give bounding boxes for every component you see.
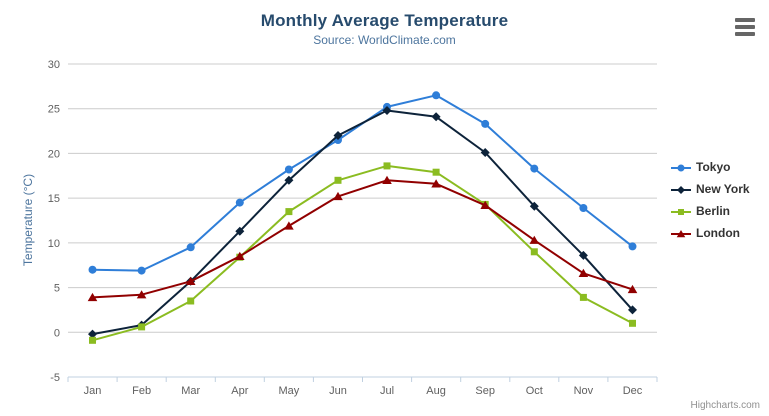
data-point-marker[interactable] [89,336,96,344]
legend-label: London [696,226,740,240]
data-point-marker[interactable] [88,265,97,274]
legend-label: Tokyo [696,160,731,174]
x-tick-label: Jan [84,385,102,397]
data-point-marker[interactable] [530,164,539,173]
series-london[interactable] [87,175,638,302]
data-point-marker[interactable] [87,292,98,302]
data-point-marker[interactable] [333,191,343,201]
series-line-new-york [91,109,634,336]
legend: Tokyo New York Berlin London [671,159,750,242]
y-tick-label: 10 [48,238,60,250]
data-point-marker[interactable] [481,119,490,128]
data-point-marker[interactable] [432,168,440,176]
data-point-marker[interactable] [88,329,97,339]
legend-label: New York [696,182,750,196]
x-tick-label: Feb [132,385,151,397]
data-point-marker[interactable] [187,297,195,305]
data-point-marker[interactable] [677,164,685,171]
x-tick-label: May [279,385,300,397]
data-point-marker[interactable] [677,185,685,194]
data-point-marker[interactable] [382,106,392,115]
legend-item-berlin[interactable]: Berlin [671,203,750,220]
data-point-marker[interactable] [185,276,196,285]
x-tick-label: Jun [329,385,347,397]
y-tick-label: 25 [48,104,60,116]
data-point-marker[interactable] [628,305,637,315]
data-point-marker[interactable] [529,235,540,244]
legend-item-new-york[interactable]: New York [671,181,750,198]
hamburger-menu-icon [735,32,755,36]
data-point-marker[interactable] [334,176,342,184]
data-point-marker[interactable] [480,148,490,157]
data-point-marker[interactable] [676,229,686,237]
data-point-marker[interactable] [186,243,195,252]
y-tick-label: 5 [54,283,60,295]
data-point-marker[interactable] [432,91,441,100]
x-tick-label: Mar [181,385,200,397]
data-point-marker[interactable] [627,284,638,294]
credits-link[interactable]: Highcharts.com [690,400,760,411]
data-point-marker[interactable] [284,165,293,174]
data-point-marker[interactable] [678,208,684,215]
data-point-marker[interactable] [137,266,146,275]
y-tick-label: -5 [50,372,60,384]
data-point-marker[interactable] [431,179,441,188]
legend-marker-square-icon [671,208,691,215]
x-tick-label: Dec [623,385,643,397]
legend-item-tokyo[interactable]: Tokyo [671,159,750,176]
data-point-marker[interactable] [431,112,441,122]
y-tick-label: 15 [48,193,60,205]
chart-subtitle: Source: WorldClimate.com [313,33,456,47]
data-point-marker[interactable] [284,175,294,185]
data-point-marker[interactable] [578,250,588,260]
data-point-marker[interactable] [235,226,245,236]
series-new-york[interactable] [88,106,637,339]
data-point-marker[interactable] [530,248,538,256]
data-point-marker[interactable] [628,242,637,251]
data-point-marker[interactable] [235,198,244,207]
data-point-marker[interactable] [629,319,636,327]
series-line-tokyo [91,94,634,272]
data-point-marker[interactable] [480,200,490,209]
legend-marker-diamond-icon [671,185,691,194]
y-tick-label: 30 [48,59,60,71]
data-point-marker[interactable] [235,251,245,260]
x-tick-label: Sep [475,385,495,397]
x-tick-label: Oct [526,385,543,397]
x-tick-label: Aug [426,385,446,397]
series-line-berlin [91,164,634,342]
data-point-marker[interactable] [579,204,588,212]
x-tick-label: Jul [380,385,394,397]
data-point-marker[interactable] [382,175,392,184]
hamburger-menu-icon [735,25,755,29]
legend-label: Berlin [696,204,731,218]
data-point-marker[interactable] [136,290,147,299]
legend-marker-triangle-icon [671,229,691,237]
data-point-marker[interactable] [529,201,539,211]
data-point-marker[interactable] [285,208,293,216]
x-tick-label: Nov [574,385,594,397]
x-tick-label: Apr [231,385,248,397]
data-point-marker[interactable] [138,323,146,331]
export-menu-button[interactable] [735,18,755,36]
data-point-marker[interactable] [383,162,391,170]
series-line-london [91,179,634,299]
data-point-marker[interactable] [578,268,589,277]
hamburger-menu-icon [735,18,755,22]
chart-title: Monthly Average Temperature [260,11,509,30]
y-axis-title: Temperature (°C) [21,173,35,267]
data-point-marker[interactable] [333,131,343,140]
series-tokyo[interactable] [88,91,637,275]
data-point-marker[interactable] [284,221,294,230]
y-tick-label: 0 [54,327,60,339]
legend-marker-circle-icon [671,164,691,171]
data-point-marker[interactable] [579,293,587,301]
y-tick-label: 20 [48,148,60,160]
legend-item-london[interactable]: London [671,225,750,242]
